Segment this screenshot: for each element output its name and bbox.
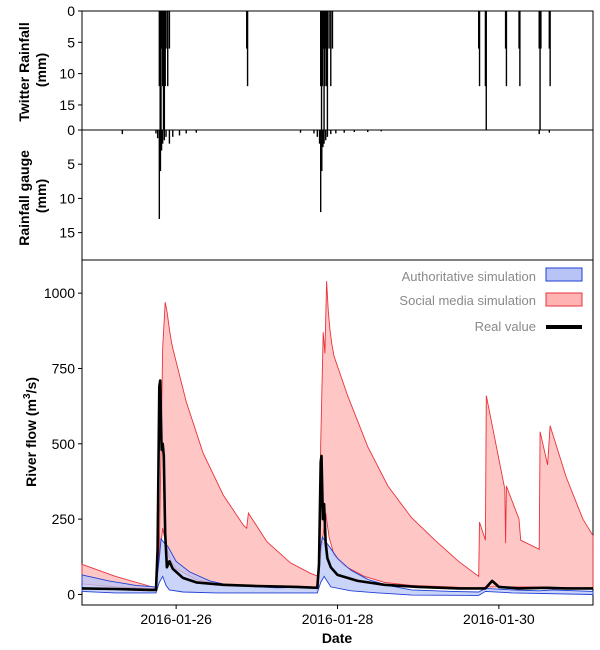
flow-ylabel-main: River flow (m <box>23 399 39 487</box>
gauge-y-axis: 0 5 10 15 <box>59 122 82 241</box>
legend-key-authoritative <box>545 267 583 282</box>
real-valueline <box>81 379 593 592</box>
flow-ylabel-tail: /s) <box>23 377 39 393</box>
gauge-ylabel-line2: (mm) <box>33 179 49 213</box>
twitter-ytick-label-0: 0 <box>67 3 75 19</box>
flow-ylabel-sup: 3 <box>22 393 33 399</box>
gauge-ylabel: Rainfall gauge (mm) <box>16 146 49 246</box>
gauge-ytick-label-0: 0 <box>67 122 75 138</box>
gauge-ytick-label-1: 5 <box>67 156 75 172</box>
legend-key-social-media <box>545 292 583 307</box>
flow-y-axis: 0 250 500 750 1000 <box>44 285 82 602</box>
twitter-ytick-label-1: 5 <box>67 34 75 50</box>
gauge-ytick-label-3: 15 <box>59 225 75 241</box>
flow-ytick-label-0: 0 <box>67 586 75 602</box>
legend-label-authoritative: Authoritative simulation <box>402 269 536 284</box>
x-tick-label-0: 2016-01-26 <box>140 611 212 627</box>
twitter-ylabel-line1: Twitter Rainfall <box>16 22 32 121</box>
gauge-ytick-label-2: 10 <box>59 190 75 206</box>
x-axis-title: Date <box>322 630 353 646</box>
legend-label-real-value: Real value <box>475 319 536 334</box>
flow-ytick-label-1: 250 <box>52 511 76 527</box>
twitter-ylabel: Twitter Rainfall (mm) <box>16 18 49 121</box>
date-x-axis: 2016-01-26 2016-01-28 2016-01-30 <box>140 605 535 627</box>
twitter-y-axis: 0 5 10 15 <box>59 3 82 113</box>
river-flow-series <box>81 281 594 596</box>
flow-ylabel: River flow (m3/s) <box>22 377 39 487</box>
flow-ytick-label-2: 500 <box>52 436 76 452</box>
twitter-ytick-label-2: 10 <box>59 66 75 82</box>
x-tick-label-1: 2016-01-28 <box>302 611 374 627</box>
x-tick-label-2: 2016-01-30 <box>463 611 535 627</box>
legend: Authoritative simulation Social media si… <box>399 267 583 334</box>
flow-ytick-label-3: 750 <box>52 360 76 376</box>
twitter-rainfall-bars <box>158 11 551 130</box>
legend-label-social-media: Social media simulation <box>399 293 536 308</box>
gauge-rainfall-bars <box>121 130 550 219</box>
twitter-ylabel-line2: (mm) <box>33 53 49 87</box>
gauge-ylabel-line1: Rainfall gauge <box>16 150 32 246</box>
twitter-ytick-label-3: 15 <box>59 97 75 113</box>
flow-ytick-label-4: 1000 <box>44 285 75 301</box>
